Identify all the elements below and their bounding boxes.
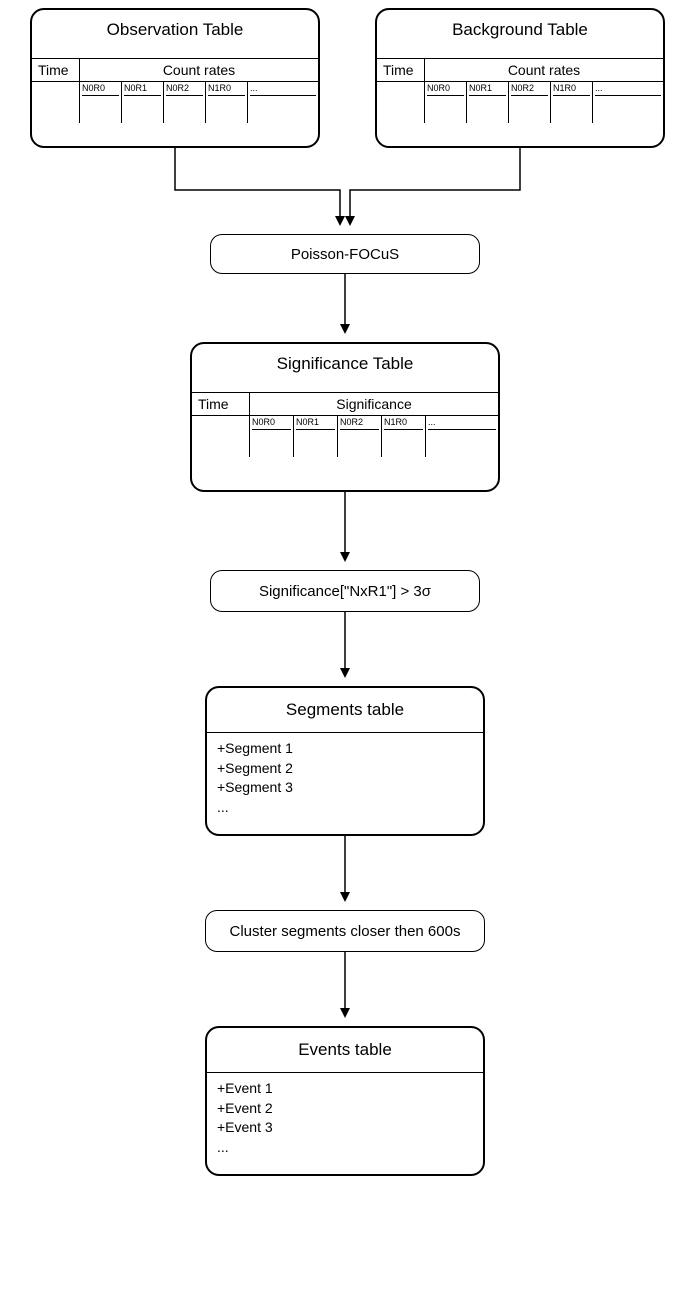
- subcolumn-...: ...: [426, 416, 498, 457]
- segments-table-node: Segments table +Segment 1+Segment 2+Segm…: [205, 686, 485, 836]
- rates-column-header: Significance: [250, 393, 498, 415]
- background-inner-table: TimeCount ratesN0R0N0R1N0R2N1R0...: [377, 58, 663, 146]
- significance-title: Significance Table: [192, 344, 498, 388]
- list-item: ...: [217, 1138, 473, 1158]
- background-title: Background Table: [377, 10, 663, 54]
- time-column-blank: [192, 416, 250, 457]
- time-column-header: Time: [377, 59, 425, 81]
- subcolumn-N1R0: N1R0: [206, 82, 248, 123]
- subcolumn-N0R0: N0R0: [80, 82, 122, 123]
- subcolumn-N0R2: N0R2: [338, 416, 382, 457]
- poisson-focus-label: Poisson-FOCuS: [291, 246, 399, 263]
- time-column-blank: [32, 82, 80, 123]
- significance-inner-table: TimeSignificanceN0R0N0R1N0R2N1R0...: [192, 392, 498, 490]
- arrow-observation-to-focus: [175, 148, 340, 224]
- subcolumn-N0R0: N0R0: [250, 416, 294, 457]
- observation-inner-table: TimeCount ratesN0R0N0R1N0R2N1R0...: [32, 58, 318, 146]
- time-column-header: Time: [32, 59, 80, 81]
- observation-table-node: Observation Table TimeCount ratesN0R0N0R…: [30, 8, 320, 148]
- subcolumn-N1R0: N1R0: [382, 416, 426, 457]
- arrow-background-to-focus: [350, 148, 520, 224]
- threshold-label: Significance["NxR1"] > 3σ: [259, 583, 431, 600]
- cluster-label: Cluster segments closer then 600s: [230, 923, 461, 940]
- subcolumn-...: ...: [593, 82, 663, 123]
- significance-table-node: Significance Table TimeSignificanceN0R0N…: [190, 342, 500, 492]
- threshold-node: Significance["NxR1"] > 3σ: [210, 570, 480, 612]
- subcolumn-N0R1: N0R1: [122, 82, 164, 123]
- poisson-focus-node: Poisson-FOCuS: [210, 234, 480, 274]
- subcolumn-N0R2: N0R2: [509, 82, 551, 123]
- events-list: +Event 1+Event 2+Event 3...: [207, 1073, 483, 1173]
- rates-column-header: Count rates: [425, 59, 663, 81]
- list-item: +Segment 3: [217, 778, 473, 798]
- rates-column-header: Count rates: [80, 59, 318, 81]
- segments-title: Segments table: [207, 688, 483, 733]
- time-column-blank: [377, 82, 425, 123]
- subcolumn-...: ...: [248, 82, 318, 123]
- list-item: +Segment 2: [217, 759, 473, 779]
- list-item: +Event 3: [217, 1118, 473, 1138]
- list-item: +Event 1: [217, 1079, 473, 1099]
- subcolumn-N0R0: N0R0: [425, 82, 467, 123]
- subcolumn-N0R1: N0R1: [467, 82, 509, 123]
- events-table-node: Events table +Event 1+Event 2+Event 3...: [205, 1026, 485, 1176]
- list-item: ...: [217, 798, 473, 818]
- observation-title: Observation Table: [32, 10, 318, 54]
- subcolumn-N0R2: N0R2: [164, 82, 206, 123]
- time-column-header: Time: [192, 393, 250, 415]
- subcolumn-N1R0: N1R0: [551, 82, 593, 123]
- background-table-node: Background Table TimeCount ratesN0R0N0R1…: [375, 8, 665, 148]
- segments-list: +Segment 1+Segment 2+Segment 3...: [207, 733, 483, 833]
- flowchart-canvas: Observation Table TimeCount ratesN0R0N0R…: [0, 0, 685, 1300]
- subcolumn-N0R1: N0R1: [294, 416, 338, 457]
- cluster-node: Cluster segments closer then 600s: [205, 910, 485, 952]
- list-item: +Segment 1: [217, 739, 473, 759]
- events-title: Events table: [207, 1028, 483, 1073]
- list-item: +Event 2: [217, 1099, 473, 1119]
